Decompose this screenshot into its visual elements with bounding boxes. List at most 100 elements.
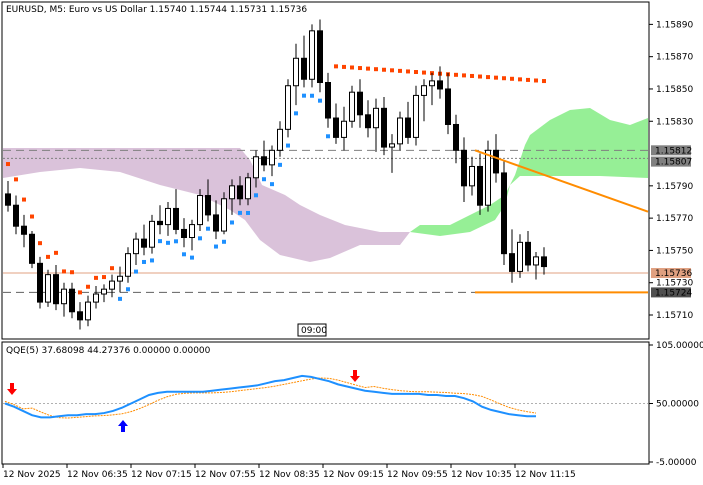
candle-bull bbox=[421, 85, 427, 96]
psar-dot-bear bbox=[54, 250, 58, 255]
candle-bear bbox=[509, 253, 515, 272]
psar-dot-bull bbox=[254, 193, 258, 198]
psar-dot-bear bbox=[110, 266, 114, 271]
psar-dot-bear bbox=[46, 254, 50, 259]
candle-bear bbox=[405, 117, 411, 138]
psar-dot-bull bbox=[238, 210, 242, 215]
psar-dot-bull bbox=[118, 296, 122, 301]
psar-dot-bear bbox=[534, 78, 538, 83]
candle-bull bbox=[349, 91, 355, 122]
candle-bear bbox=[21, 225, 27, 235]
candle-bull bbox=[197, 195, 203, 226]
candle-bull bbox=[93, 293, 99, 303]
candle-bull bbox=[373, 107, 379, 129]
psar-dot-bear bbox=[382, 67, 386, 72]
kumo-bear-area bbox=[3, 148, 410, 262]
psar-dot-bear bbox=[494, 75, 498, 80]
psar-dot-bear bbox=[478, 74, 482, 79]
psar-dot-bull bbox=[174, 239, 178, 244]
candle-bear bbox=[365, 114, 371, 129]
price-tick-label: 1.15830 bbox=[656, 117, 693, 127]
candle-bull bbox=[389, 143, 395, 148]
price-tag-upper-sub-label: 1.15807 bbox=[655, 158, 692, 168]
candle-bull bbox=[229, 185, 235, 200]
psar-dot-bull bbox=[158, 239, 162, 244]
candle-bear bbox=[173, 207, 179, 230]
candle-bull bbox=[61, 288, 67, 305]
trendline[interactable] bbox=[474, 149, 649, 213]
candle-bear bbox=[213, 214, 219, 232]
candle-bull bbox=[133, 238, 139, 255]
time-tick-label: 12 Nov 2025 bbox=[3, 470, 61, 480]
psar-dot-bear bbox=[398, 68, 402, 73]
candle-bull bbox=[101, 288, 107, 295]
psar-dot-bull bbox=[150, 258, 154, 263]
time-marker-box bbox=[297, 323, 327, 337]
horizontal-levels bbox=[3, 149, 648, 294]
qqe-tick-label: 50.00000 bbox=[656, 400, 699, 410]
psar-dot-bear bbox=[390, 68, 394, 73]
psar-dot-bear bbox=[406, 69, 410, 74]
price-tag-low-box bbox=[651, 287, 691, 298]
psar-dot-bull bbox=[302, 93, 306, 98]
candle-bull bbox=[277, 128, 283, 151]
psar-dot-bull bbox=[134, 269, 138, 274]
psar-dot-bear bbox=[510, 76, 514, 81]
psar-dot-bear bbox=[30, 214, 34, 219]
candle-bull bbox=[485, 149, 491, 206]
psar-dot-bear bbox=[486, 75, 490, 80]
psar-dot-bull bbox=[214, 244, 218, 249]
psar-dot-bull bbox=[318, 98, 322, 103]
candle-bull bbox=[413, 94, 419, 138]
candle-bear bbox=[13, 204, 19, 227]
candle-bear bbox=[261, 156, 267, 166]
qqe-panel-frame bbox=[1, 341, 650, 465]
candle-bull bbox=[117, 275, 123, 282]
time-marker[interactable]: 09:00 bbox=[297, 323, 327, 337]
psar-dot-bear bbox=[14, 177, 18, 182]
candle-bull bbox=[45, 274, 51, 303]
candle-bear bbox=[77, 311, 83, 321]
price-tick-label: 1.15890 bbox=[656, 20, 693, 30]
qqe-tick-label: 105.00000 bbox=[656, 341, 703, 351]
trendline-segment bbox=[474, 149, 649, 213]
candle-bull bbox=[125, 253, 131, 277]
psar-dot-bear bbox=[502, 76, 506, 81]
time-tick-label: 12 Nov 11:15 bbox=[515, 470, 576, 480]
psar-dot-bear bbox=[470, 73, 474, 78]
candle-bear bbox=[181, 228, 187, 239]
candle-bear bbox=[29, 233, 35, 264]
psar-dot-bear bbox=[342, 64, 346, 69]
price-tag-current-label: 1.15736 bbox=[655, 269, 692, 279]
psar-dot-bear bbox=[62, 269, 66, 274]
psar-dot-bear bbox=[86, 284, 90, 289]
time-marker-label: 09:00 bbox=[301, 326, 327, 336]
psar-dot-bull bbox=[222, 239, 226, 244]
psar-dot-bear bbox=[358, 66, 362, 71]
price-tick-label: 1.15850 bbox=[656, 85, 693, 95]
price-tag-upper-sub-box bbox=[651, 156, 691, 167]
psar-dot-bear bbox=[518, 77, 522, 82]
price-tick-label: 1.15770 bbox=[656, 214, 693, 224]
candle-bull bbox=[85, 301, 91, 321]
candle-bear bbox=[237, 185, 243, 200]
parabolic-sar bbox=[6, 64, 546, 301]
time-tick-label: 12 Nov 06:35 bbox=[67, 470, 128, 480]
psar-dot-bull bbox=[286, 143, 290, 148]
time-tick-label: 12 Nov 09:15 bbox=[323, 470, 384, 480]
candle-bull bbox=[165, 207, 171, 226]
psar-dot-bear bbox=[454, 72, 458, 77]
candle-bull bbox=[429, 80, 435, 87]
psar-dot-bull bbox=[142, 259, 146, 264]
psar-dot-bull bbox=[126, 287, 130, 292]
candles bbox=[5, 19, 547, 330]
psar-dot-bear bbox=[6, 162, 10, 167]
time-tick-label: 12 Nov 10:35 bbox=[451, 470, 512, 480]
psar-dot-bull bbox=[182, 252, 186, 257]
candle-bear bbox=[5, 193, 11, 206]
psar-dot-bear bbox=[70, 270, 74, 275]
candle-bull bbox=[285, 85, 291, 130]
psar-dot-bear bbox=[22, 197, 26, 202]
